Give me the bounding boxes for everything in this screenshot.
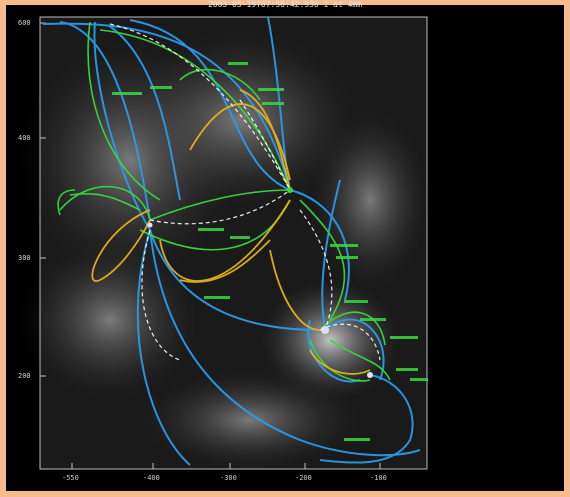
y-tick-label: 300 [18, 254, 31, 262]
y-tick-label: 400 [18, 134, 31, 142]
yellow-field-lines [91, 89, 371, 375]
plot-border [39, 16, 428, 470]
field-line-annotations [112, 62, 428, 441]
x-tick-label: -100 [370, 474, 387, 482]
x-tick-label: -400 [143, 474, 160, 482]
dashed-field-lines [109, 23, 381, 361]
figure-title: 2003-05-19T07:56:42.936 1 at 4mm [207, 0, 363, 9]
y-tick-label: 200 [18, 372, 31, 380]
x-tick-label: -200 [295, 474, 312, 482]
x-tick-label: -300 [220, 474, 237, 482]
footpoints [147, 187, 373, 378]
y-tick-label: 600 [18, 19, 31, 27]
blue-field-lines [42, 16, 421, 466]
x-tick-label: -550 [62, 474, 79, 482]
